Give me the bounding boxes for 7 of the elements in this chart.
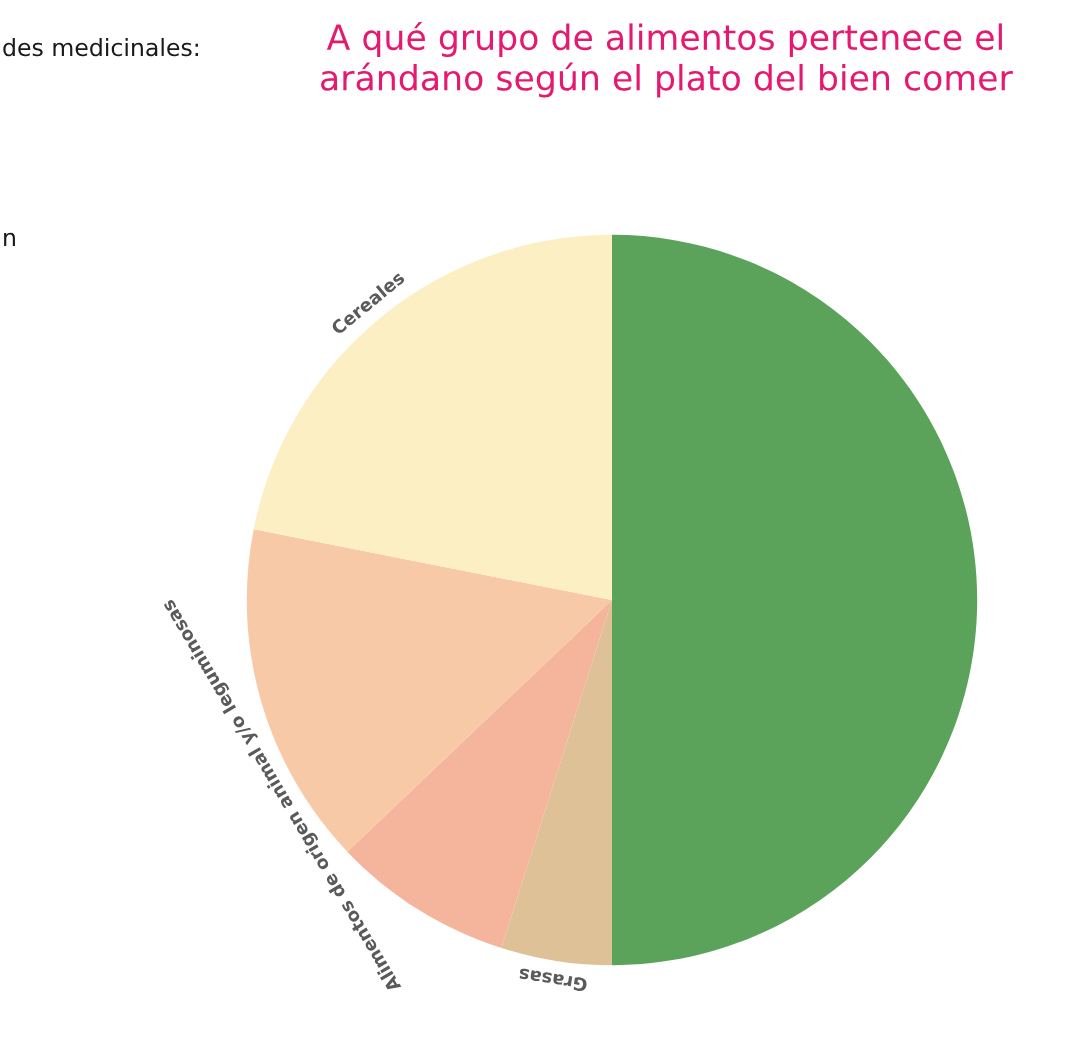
text: des medicinales: [3, 38, 198, 57]
text: n [4, 232, 15, 246]
slice-label: Grasas [518, 968, 588, 993]
chart-title: A qué grupo de alimentos pertenece el arándano según el plato del bien comer [321, 22, 1013, 98]
pie-slice [612, 234, 978, 966]
pie-slice [501, 600, 612, 966]
pie-slice [253, 234, 612, 600]
